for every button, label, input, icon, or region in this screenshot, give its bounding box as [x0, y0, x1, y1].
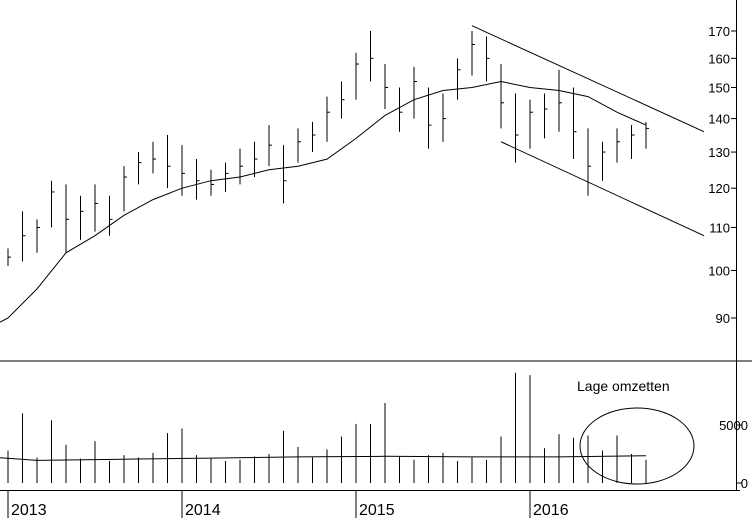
price-tick-label: 130 — [708, 145, 730, 160]
volume-average — [0, 455, 647, 461]
price-tick-label: 120 — [708, 181, 730, 196]
price-tick-label: 110 — [709, 220, 730, 235]
x-tick-label: 2014 — [185, 502, 221, 518]
price-tick-labels: 90 100 110 120 130 140 150 160 170 — [708, 24, 737, 326]
volume-average-line — [0, 455, 647, 461]
x-tick-label: 2013 — [11, 502, 47, 518]
trendline — [500, 141, 705, 237]
volume-bars — [7, 372, 647, 483]
price-tick-label: 90 — [716, 311, 730, 326]
trend-channel — [471, 25, 705, 237]
volume-tick-label: 5000 — [719, 418, 748, 433]
annotation-ellipse — [579, 407, 695, 485]
x-tick-labels: 2013 2014 2015 2016 — [7, 490, 569, 519]
trendline — [471, 25, 705, 133]
price-tick-label: 140 — [708, 112, 730, 127]
volume-annotation: Lage omzetten — [577, 378, 670, 394]
moving-average-line — [0, 80, 647, 323]
x-tick-label: 2015 — [359, 502, 395, 518]
moving-average — [0, 80, 647, 323]
price-tick-label: 160 — [708, 51, 730, 66]
x-tick-label: 2016 — [533, 502, 569, 518]
price-tick-label: 150 — [708, 80, 730, 95]
price-tick-label: 100 — [708, 263, 730, 278]
price-bars — [7, 31, 649, 266]
price-tick-label: 170 — [708, 24, 730, 39]
volume-tick-label: 0 — [741, 476, 748, 491]
volume-tick-labels: 0 5000 — [719, 418, 748, 491]
